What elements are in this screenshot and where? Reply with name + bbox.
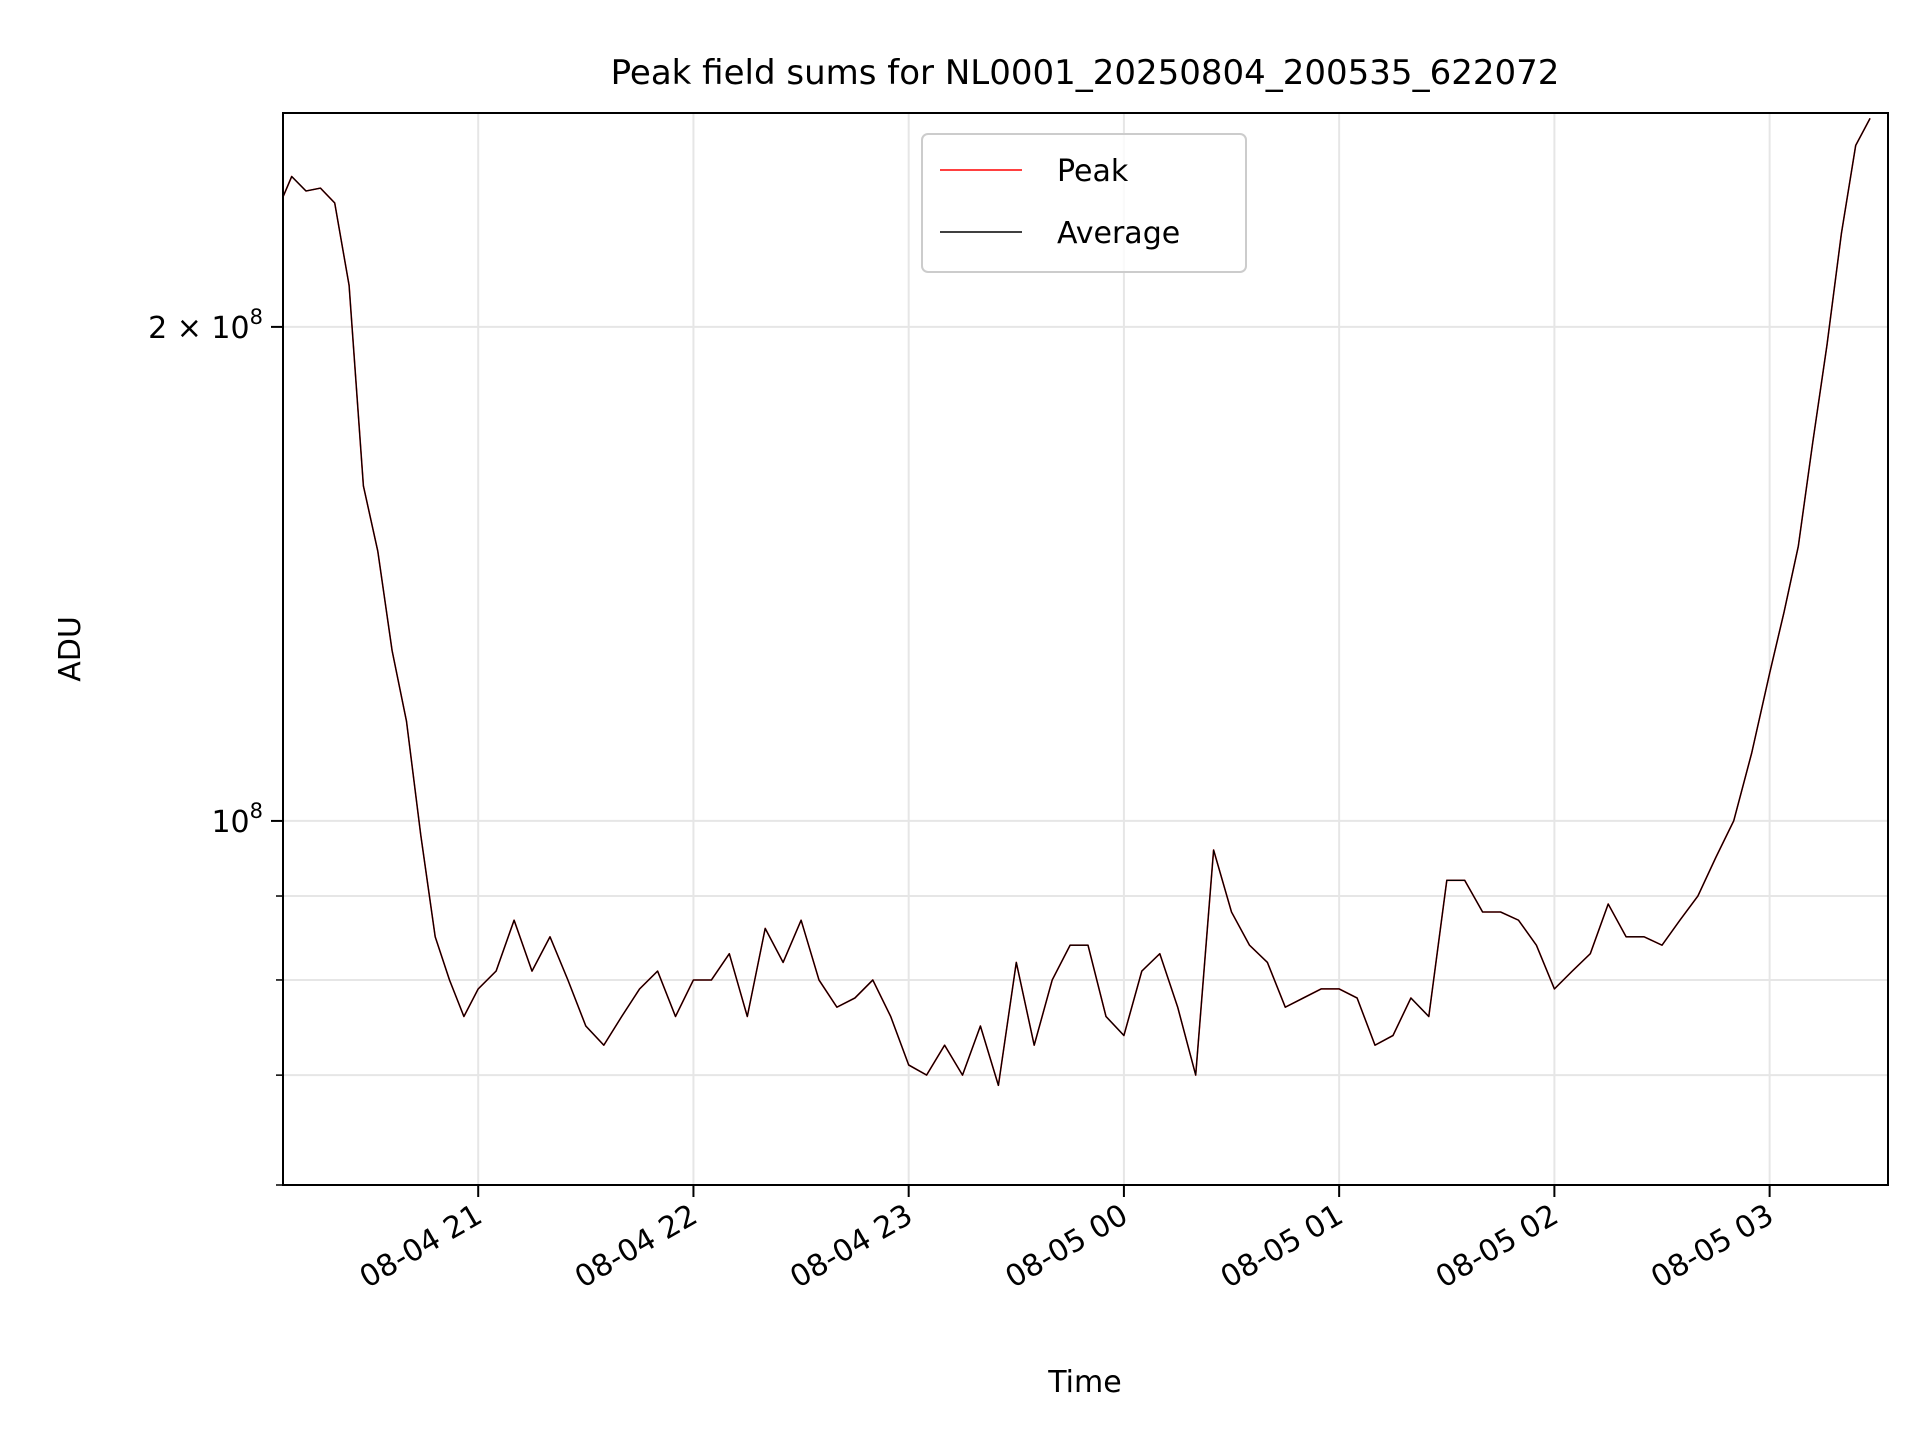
y-axis-ticks: 108 2 × 108 [148, 305, 283, 1186]
legend: Peak Average [921, 133, 1247, 273]
chart-title: Peak field sums for NL0001_20250804_2005… [611, 53, 1560, 93]
y-axis-label: ADU [53, 616, 88, 682]
y-tick-label: 2 × 108 [148, 305, 263, 346]
legend-label-average: Average [1057, 216, 1180, 251]
series-layer [283, 118, 1870, 1085]
x-axis-label: Time [1047, 1365, 1121, 1400]
legend-box [921, 133, 1247, 273]
y-tick-label: 108 [211, 799, 263, 840]
plot-frame [282, 112, 1889, 1186]
legend-label-peak: Peak [1057, 154, 1129, 189]
series-line-average [283, 118, 1870, 1085]
